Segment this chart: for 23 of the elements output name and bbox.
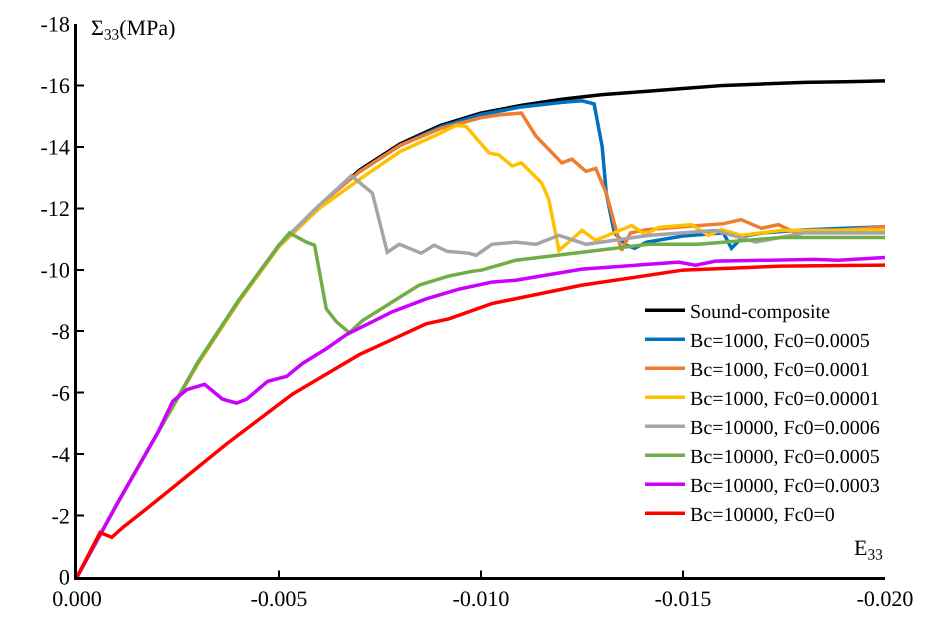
x-tick-label: -0.010	[452, 586, 510, 612]
y-tick-label: -18	[40, 12, 70, 37]
x-axis-title: E$_{33}$	[854, 535, 884, 564]
legend-label: Bc=1000, Fc0=0.0005	[690, 330, 870, 352]
y-tick-label: -14	[40, 134, 70, 160]
legend-label: Bc=10000, Fc0=0.0003	[690, 475, 880, 498]
y-axis-title: Σ$_{33}$(MPa)	[91, 15, 176, 44]
y-tick-label: -2	[52, 503, 70, 528]
legend-label: Bc=1000, Fc0=0.0001	[690, 359, 870, 382]
x-tick-label: -0.020	[856, 586, 914, 612]
y-tick-label: -8	[52, 318, 70, 344]
y-tick-label: -6	[52, 380, 70, 406]
y-tick-label: -10	[40, 257, 70, 282]
x-tick-label: -0.015	[654, 586, 712, 612]
y-tick-label: -4	[52, 442, 70, 467]
y-tick-label: -12	[40, 196, 70, 222]
legend-label: Bc=10000, Fc0=0.0005	[690, 446, 880, 468]
legend-label: Bc=1000, Fc0=0.00001	[690, 388, 880, 410]
legend-label: Bc=10000, Fc0=0	[690, 504, 835, 526]
legend-label: Bc=10000, Fc0=0.0006	[690, 417, 880, 440]
y-tick-label: -16	[40, 73, 70, 98]
x-tick-label: -0.005	[250, 586, 308, 612]
legend-label: Sound-composite	[690, 301, 830, 324]
